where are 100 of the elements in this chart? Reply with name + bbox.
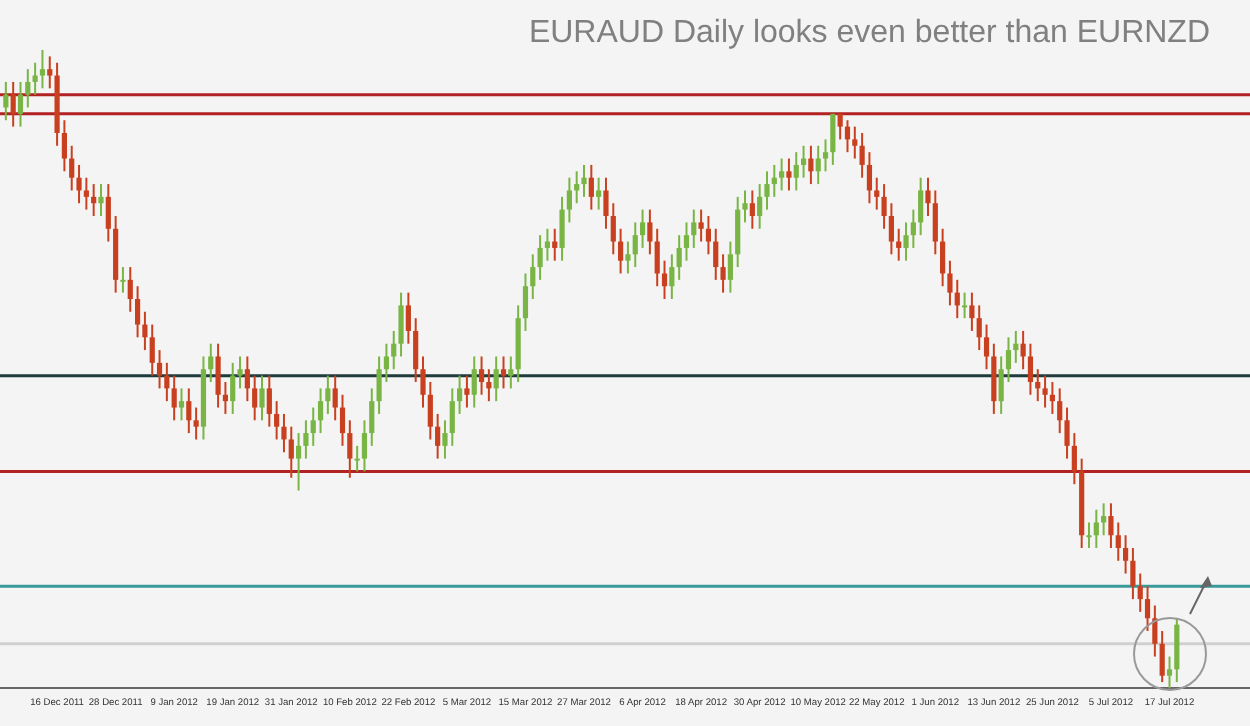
candlestick (449, 387, 455, 447)
candlestick (888, 202, 894, 256)
candlestick (910, 208, 916, 249)
candlestick (288, 425, 294, 479)
candlestick (274, 400, 280, 441)
candlestick (435, 412, 441, 460)
candlestick (296, 432, 302, 492)
candlestick (156, 349, 163, 390)
candlestick (171, 374, 177, 422)
candlestick (749, 189, 755, 230)
candlestick (552, 227, 558, 262)
candlestick (317, 387, 324, 435)
candlestick (1049, 381, 1055, 415)
candlestick (588, 163, 594, 211)
candlestick (757, 183, 763, 230)
candlestick (896, 227, 902, 262)
candlestick (815, 144, 821, 186)
candlestick (954, 278, 960, 320)
candlestick (3, 80, 9, 122)
candlestick (647, 208, 653, 256)
candlestick (259, 374, 265, 422)
chart-title: EURAUD Daily looks even better than EURNZD (528, 16, 1210, 52)
candlestick (976, 304, 982, 352)
candlestick (1101, 502, 1107, 537)
candlestick (10, 80, 16, 128)
candlestick (208, 342, 214, 384)
candlestick (1013, 329, 1019, 364)
candlestick (478, 355, 485, 396)
candlestick (537, 234, 543, 281)
candlestick (1035, 368, 1041, 403)
candlestick (793, 151, 799, 192)
candlestick (91, 183, 97, 218)
candlestick (1042, 374, 1048, 409)
candlestick (530, 253, 536, 301)
candlestick (544, 227, 551, 262)
candlestick (918, 176, 924, 237)
candlestick (1159, 630, 1165, 684)
candlestick (932, 189, 938, 256)
candlestick (866, 151, 873, 205)
candlestick (618, 227, 624, 275)
candlestick (1027, 342, 1034, 396)
candlestick (771, 163, 777, 198)
candlestick (808, 144, 814, 186)
candlestick (105, 183, 111, 243)
candlestick (727, 240, 733, 294)
candlestick (683, 221, 690, 262)
candlestick (120, 266, 126, 294)
candlestick (98, 183, 104, 218)
candlestick (735, 195, 741, 269)
candlestick (464, 374, 470, 409)
candlestick (1093, 508, 1099, 550)
candlestick (193, 406, 199, 441)
candlestick (266, 374, 272, 428)
candlestick (691, 208, 697, 249)
candlestick (969, 291, 975, 332)
candlestick (230, 361, 236, 415)
candlestick (844, 119, 851, 154)
candlestick (1174, 617, 1180, 684)
candlestick (83, 176, 89, 211)
candlestick (669, 253, 675, 301)
candlestick (134, 285, 141, 339)
candlestick (705, 215, 712, 256)
candlestick (508, 355, 514, 390)
candlestick (471, 355, 477, 409)
candlestick (178, 387, 185, 422)
candlestick (361, 419, 368, 473)
candlestick (779, 157, 785, 192)
candlestick (405, 291, 411, 345)
candlestick (310, 406, 316, 447)
candlestick (500, 355, 507, 390)
candlestick (17, 80, 24, 128)
candlestick (874, 176, 880, 211)
candlestick (574, 170, 580, 205)
candlestick (244, 355, 250, 403)
candlestick (457, 374, 463, 415)
candlestick (215, 342, 221, 409)
candlestick (786, 157, 792, 192)
candlestick (830, 112, 836, 166)
candlestick (800, 144, 807, 179)
candlestick (493, 355, 499, 403)
candlestick (713, 227, 719, 281)
candlestick (654, 227, 660, 288)
candlestick (940, 227, 946, 288)
candlestick (632, 221, 638, 269)
candlestick (69, 144, 75, 192)
candlestick (581, 163, 587, 198)
candlestick (252, 374, 258, 422)
candlestick (186, 387, 192, 435)
candlestick (332, 374, 338, 422)
candlestick (961, 291, 968, 320)
candlestick (39, 49, 46, 90)
candlestick (127, 266, 133, 313)
candlestick (596, 176, 602, 211)
candlestick (1166, 655, 1173, 690)
candlestick (1115, 521, 1121, 562)
candlestick (149, 323, 155, 377)
candlestick (25, 68, 31, 109)
candlestick (661, 259, 668, 301)
candlestick (639, 208, 646, 249)
candlestick (852, 125, 858, 160)
